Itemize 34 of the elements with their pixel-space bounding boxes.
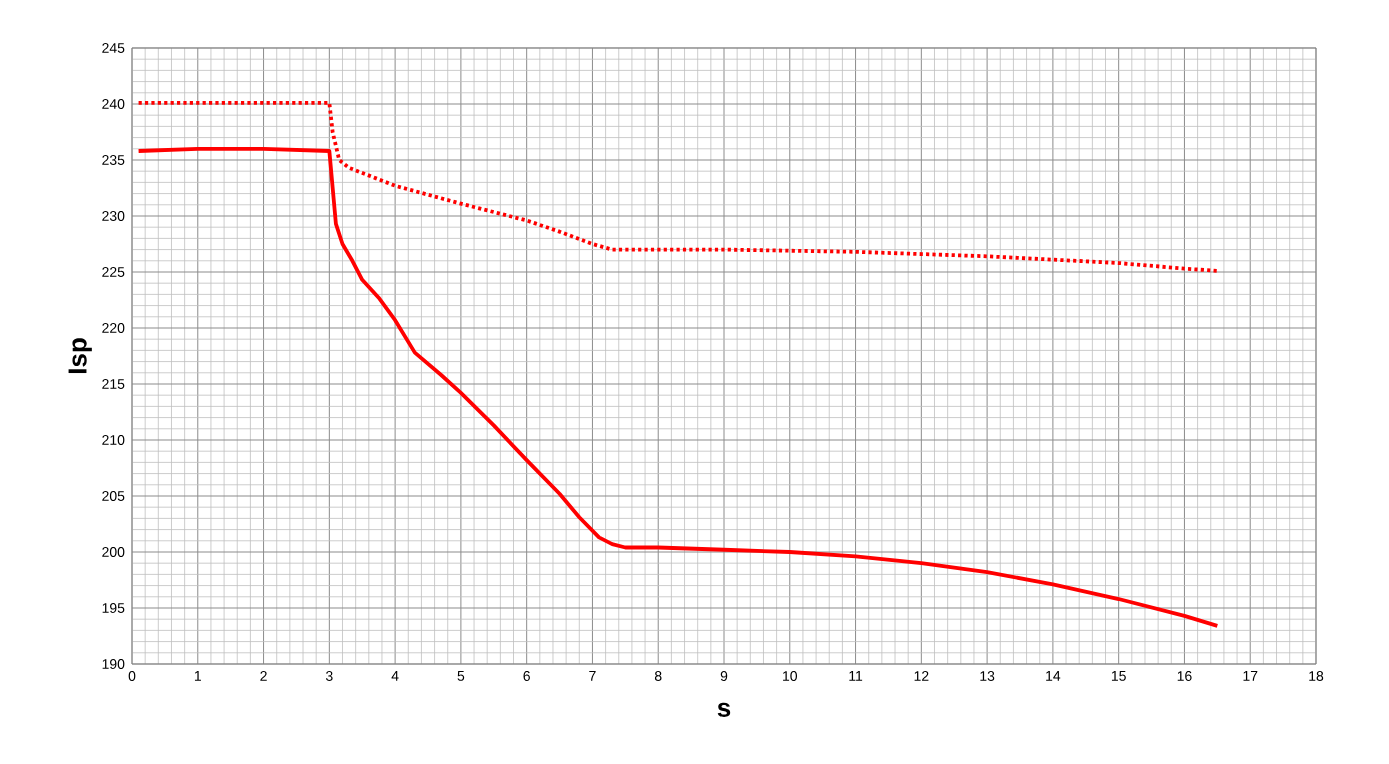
y-tick-label: 225 — [102, 267, 125, 277]
y-tick-label: 195 — [102, 603, 125, 613]
x-tick-label: 11 — [849, 671, 863, 681]
x-tick-label: 3 — [325, 671, 333, 681]
y-tick-label: 215 — [102, 379, 125, 389]
x-tick-label: 1 — [194, 671, 201, 681]
x-tick-label: 5 — [457, 671, 465, 681]
x-tick-label: 6 — [523, 671, 530, 681]
x-tick-label: 15 — [1111, 671, 1126, 681]
x-tick-label: 0 — [128, 671, 136, 681]
x-tick-label: 8 — [654, 671, 662, 681]
x-tick-label: 10 — [783, 671, 798, 681]
x-tick-label: 16 — [1177, 671, 1192, 681]
y-tick-label: 235 — [102, 155, 125, 165]
x-tick-label: 7 — [589, 671, 596, 681]
x-tick-label: 4 — [391, 671, 399, 681]
y-tick-label: 210 — [102, 435, 125, 445]
y-tick-label: 220 — [102, 323, 125, 333]
x-axis-title: s — [717, 702, 731, 717]
y-axis-title: Isp — [68, 338, 92, 374]
x-tick-label: 9 — [720, 671, 728, 681]
x-tick-label: 12 — [914, 671, 929, 681]
x-tick-label: 17 — [1243, 671, 1258, 681]
y-tick-label: 200 — [102, 547, 125, 557]
y-tick-label: 240 — [102, 99, 125, 109]
line-series — [136, 146, 1220, 628]
y-tick-label: 205 — [102, 491, 125, 501]
y-tick-label: 190 — [102, 659, 125, 669]
x-tick-label: 13 — [980, 671, 995, 681]
x-tick-label: 18 — [1309, 671, 1324, 681]
x-tick-label: 14 — [1046, 671, 1061, 681]
x-tick-label: 2 — [260, 671, 267, 681]
y-tick-label: 230 — [102, 211, 125, 221]
y-tick-label: 245 — [102, 43, 125, 53]
